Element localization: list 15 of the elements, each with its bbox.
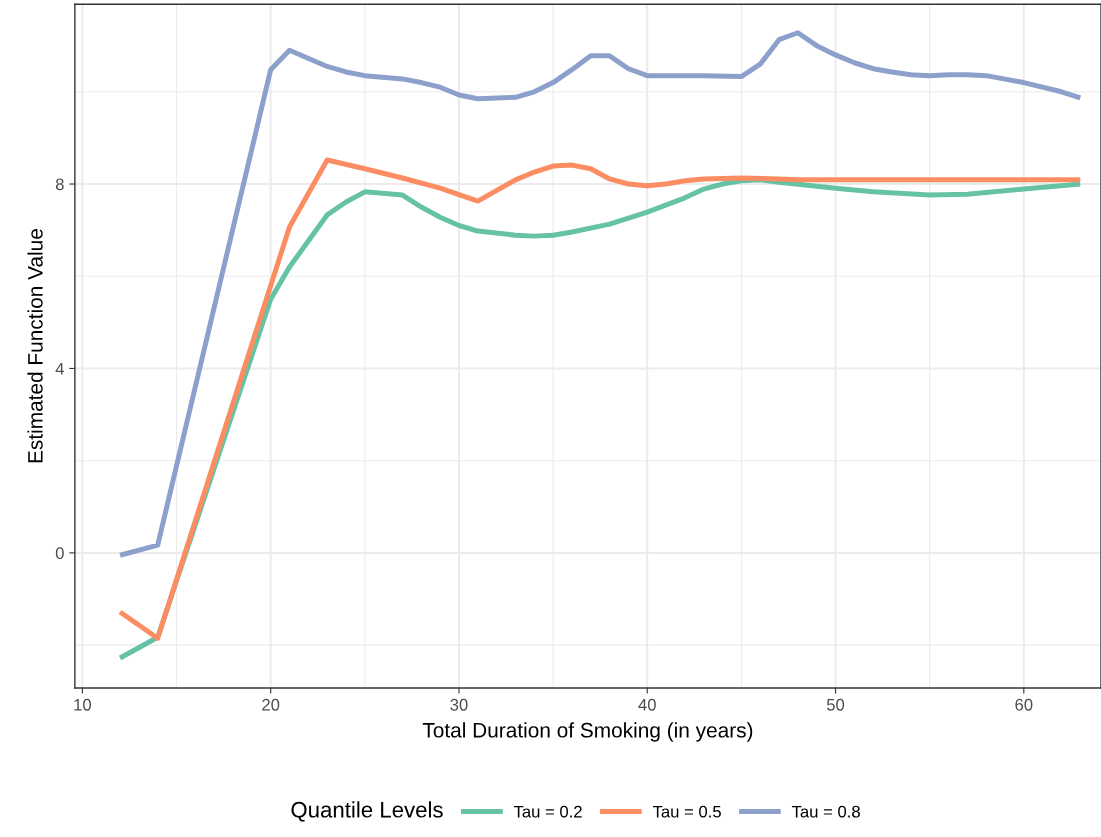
x-tick-label: 10 bbox=[74, 698, 92, 711]
y-tick-label: 4 bbox=[55, 363, 64, 375]
legend-title: Quantile Levels bbox=[291, 801, 443, 822]
x-axis-title: Total Duration of Smoking (in years) bbox=[422, 722, 753, 742]
legend-label: Tau = 0.5 bbox=[652, 805, 721, 818]
x-tick-label: 60 bbox=[1015, 698, 1033, 711]
x-tick-label: 50 bbox=[826, 698, 845, 711]
legend-label: Tau = 0.8 bbox=[791, 805, 860, 818]
x-tick-label: 20 bbox=[262, 698, 280, 711]
y-tick-label: 0 bbox=[55, 547, 64, 560]
x-tick-label: 40 bbox=[638, 698, 656, 711]
legend-label: Tau = 0.2 bbox=[513, 805, 582, 818]
y-tick-label: 8 bbox=[55, 178, 64, 191]
y-axis-title: Estimated Function Value bbox=[27, 229, 43, 463]
x-tick-label: 30 bbox=[450, 698, 468, 711]
